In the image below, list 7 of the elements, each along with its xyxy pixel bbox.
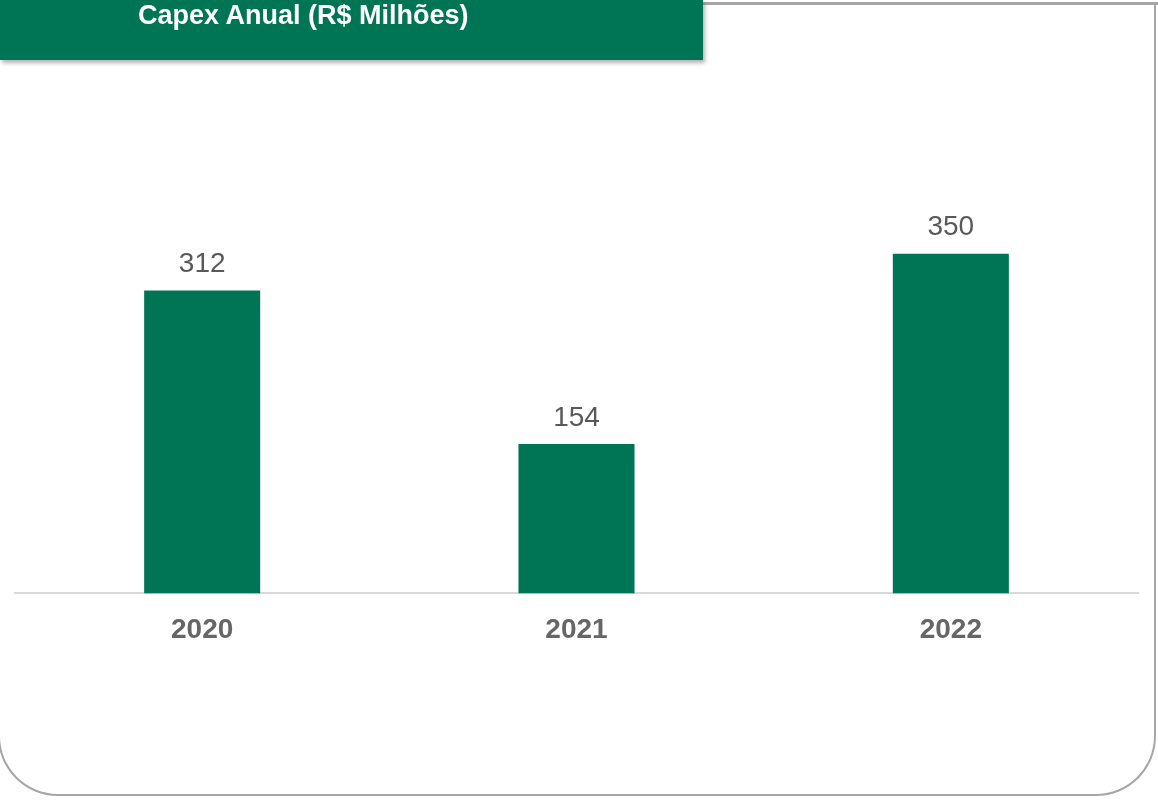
x-tick-label: 2022 — [919, 612, 982, 644]
data-label: 312 — [178, 247, 226, 279]
data-label: 154 — [553, 400, 600, 432]
x-tick-label: 2020 — [171, 612, 234, 644]
data-label: 350 — [927, 210, 975, 242]
x-tick-label: 2021 — [545, 612, 608, 644]
chart-title: Capex Anual (R$ Milhões) — [0, 0, 703, 60]
